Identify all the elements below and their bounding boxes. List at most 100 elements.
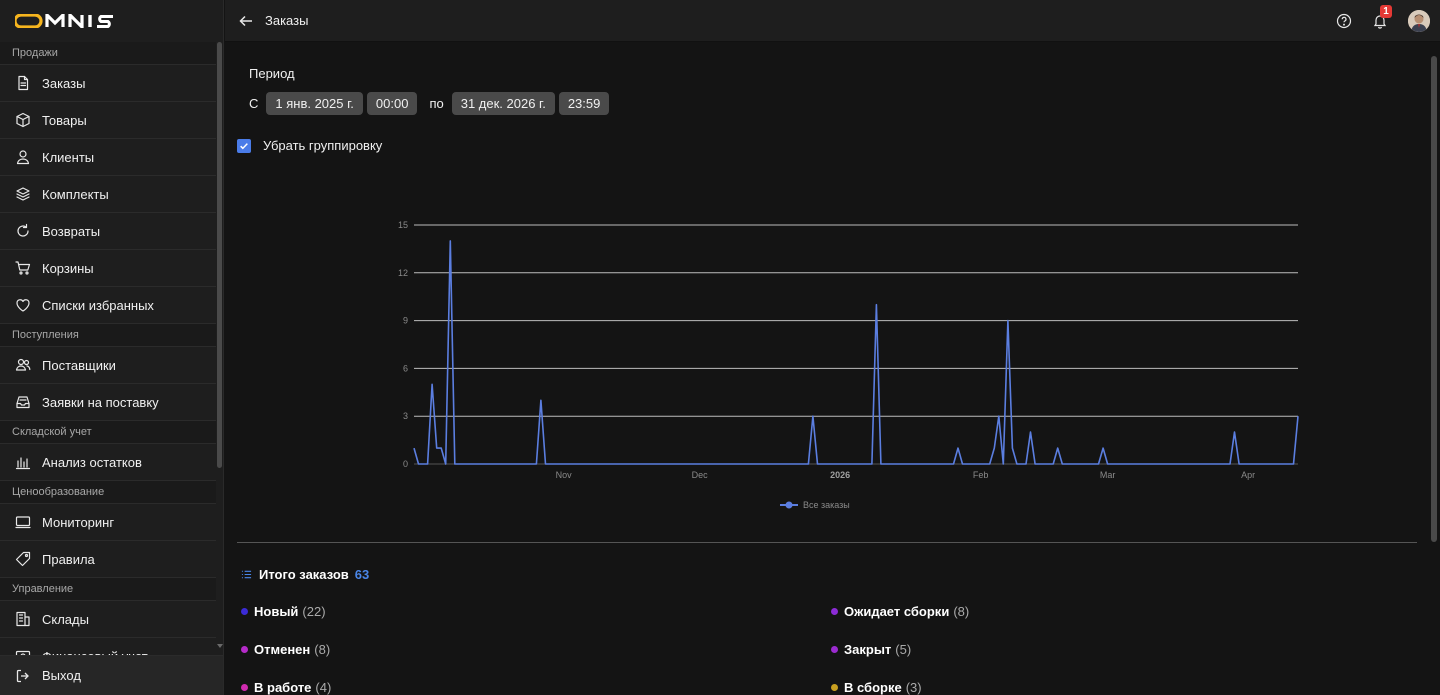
sidebar-item[interactable]: Мониторинг xyxy=(0,504,216,541)
status-item: Закрыт (5) xyxy=(831,642,911,657)
sidebar-item[interactable]: Правила xyxy=(0,541,216,578)
sidebar-item[interactable]: Списки избранных xyxy=(0,287,216,324)
monitor-icon xyxy=(15,516,31,529)
header-actions: 1 xyxy=(1336,0,1430,42)
sidebar-scroll-down-arrow[interactable] xyxy=(217,644,223,648)
sidebar-item[interactable]: Финансовый учет xyxy=(0,638,216,655)
page-title: Заказы xyxy=(265,13,309,28)
chart-y-tick-label: 6 xyxy=(403,363,408,373)
main-scrollbar[interactable] xyxy=(1431,56,1437,542)
omnis-logo-icon xyxy=(15,14,113,28)
chart-series-line xyxy=(413,240,1299,465)
grouping-toggle[interactable]: Убрать группировку xyxy=(237,138,382,153)
help-icon[interactable] xyxy=(1336,13,1352,29)
avatar-image xyxy=(1408,10,1430,32)
status-item: Новый (22) xyxy=(241,604,326,619)
main-content: Период С 1 янв. 2025 г. 00:00 по 31 дек.… xyxy=(225,43,1428,695)
status-dot xyxy=(831,684,838,691)
period-to-time[interactable]: 23:59 xyxy=(558,92,610,115)
status-count: (5) xyxy=(895,642,912,657)
sidebar-item[interactable]: Заказы xyxy=(0,65,216,102)
sidebar-item[interactable]: Анализ остатков xyxy=(0,444,216,481)
period-range: С 1 янв. 2025 г. 00:00 по 31 дек. 2026 г… xyxy=(249,92,613,115)
status-count: (22) xyxy=(302,604,326,619)
sidebar-section-title: Поступления xyxy=(0,324,216,347)
chart-x-tick-label: 2026 xyxy=(830,470,850,480)
sidebar-nav: Продажи Заказы Товары Клиенты Комплекты Возвр… xyxy=(0,42,216,655)
sidebar-scrollbar[interactable] xyxy=(217,42,222,468)
chart-y-tick-label: 9 xyxy=(403,316,408,326)
sidebar-item[interactable]: Поставщики xyxy=(0,347,216,384)
notifications-button[interactable]: 1 xyxy=(1372,5,1392,29)
chart-x-tick-label: Feb xyxy=(973,470,989,480)
finance-icon xyxy=(15,650,31,655)
sidebar-item-label: Заказы xyxy=(42,75,86,91)
sidebar-item[interactable]: Комплекты xyxy=(0,176,216,213)
chart-y-tick-label: 3 xyxy=(403,411,408,421)
user-icon xyxy=(16,150,30,165)
sidebar-item-label: Анализ остатков xyxy=(42,454,142,470)
period-from-date[interactable]: 1 янв. 2025 г. xyxy=(266,92,363,115)
inbox-icon xyxy=(16,396,30,409)
logout-icon xyxy=(16,669,29,682)
sidebar-item[interactable]: Корзины xyxy=(0,250,216,287)
sidebar-item-label: Списки избранных xyxy=(42,297,154,313)
sidebar-item[interactable]: Возвраты xyxy=(0,213,216,250)
chart-x-tick-label: Apr xyxy=(1241,470,1255,480)
status-dot xyxy=(241,646,248,653)
sidebar-item-label: Комплекты xyxy=(42,186,109,202)
period-to-label: по xyxy=(429,96,444,111)
cart-icon xyxy=(15,261,31,275)
list-icon xyxy=(241,570,252,579)
sidebar-item-label: Склады xyxy=(42,611,89,627)
status-dot xyxy=(831,608,838,615)
sidebar-item[interactable]: Склады xyxy=(0,601,216,638)
omnis-logo[interactable] xyxy=(0,0,223,42)
status-item: В сборке (3) xyxy=(831,680,922,695)
status-count: (8) xyxy=(314,642,331,657)
section-divider xyxy=(237,542,1417,543)
back-arrow-icon[interactable] xyxy=(238,13,254,29)
sidebar-item-label: Поставщики xyxy=(42,357,116,373)
bar-chart-icon xyxy=(15,457,31,470)
period-to-date[interactable]: 31 дек. 2026 г. xyxy=(451,92,555,115)
status-count: (8) xyxy=(953,604,970,619)
tag-icon xyxy=(15,551,31,567)
sidebar-item-label: Финансовый учет xyxy=(42,649,148,656)
file-icon xyxy=(18,75,29,91)
logout-button[interactable]: Выход xyxy=(0,655,223,695)
chart-legend-marker xyxy=(785,501,793,509)
box-icon xyxy=(16,112,30,128)
notifications-badge: 1 xyxy=(1380,5,1392,18)
grouping-checkbox[interactable] xyxy=(237,138,251,153)
chart-x-tick-label: Dec xyxy=(692,470,709,480)
layers-icon xyxy=(16,187,30,201)
status-dot xyxy=(241,608,248,615)
building-icon xyxy=(16,611,30,627)
period-from-time[interactable]: 00:00 xyxy=(366,92,418,115)
check-icon xyxy=(240,142,248,149)
sidebar-item[interactable]: Клиенты xyxy=(0,139,216,176)
status-item: В работе (4) xyxy=(241,680,331,695)
chart-x-tick-label: Mar xyxy=(1100,470,1116,480)
sidebar-item-label: Корзины xyxy=(42,260,94,276)
chart-y-tick-label: 12 xyxy=(398,268,408,278)
sidebar-section-title: Ценообразование xyxy=(0,481,216,504)
sidebar-item[interactable]: Заявки на поставку xyxy=(0,384,216,421)
sidebar-section-title: Продажи xyxy=(0,42,216,65)
period-label: Период xyxy=(249,66,295,81)
grouping-label: Убрать группировку xyxy=(263,138,383,153)
chart-y-tick-label: 0 xyxy=(403,459,408,469)
users-icon xyxy=(15,358,31,371)
orders-total-value: 63 xyxy=(354,567,370,582)
logout-label: Выход xyxy=(42,668,81,683)
status-name: В сборке xyxy=(844,680,902,695)
sidebar-item[interactable]: Товары xyxy=(0,102,216,139)
status-count: (4) xyxy=(315,680,332,695)
sidebar-item-label: Мониторинг xyxy=(42,514,115,530)
user-avatar[interactable] xyxy=(1408,10,1430,32)
orders-total-label: Итого заказов xyxy=(259,567,349,582)
chart-legend-label[interactable]: Все заказы xyxy=(803,500,850,510)
status-name: Новый xyxy=(254,604,299,619)
refresh-icon xyxy=(17,223,29,237)
